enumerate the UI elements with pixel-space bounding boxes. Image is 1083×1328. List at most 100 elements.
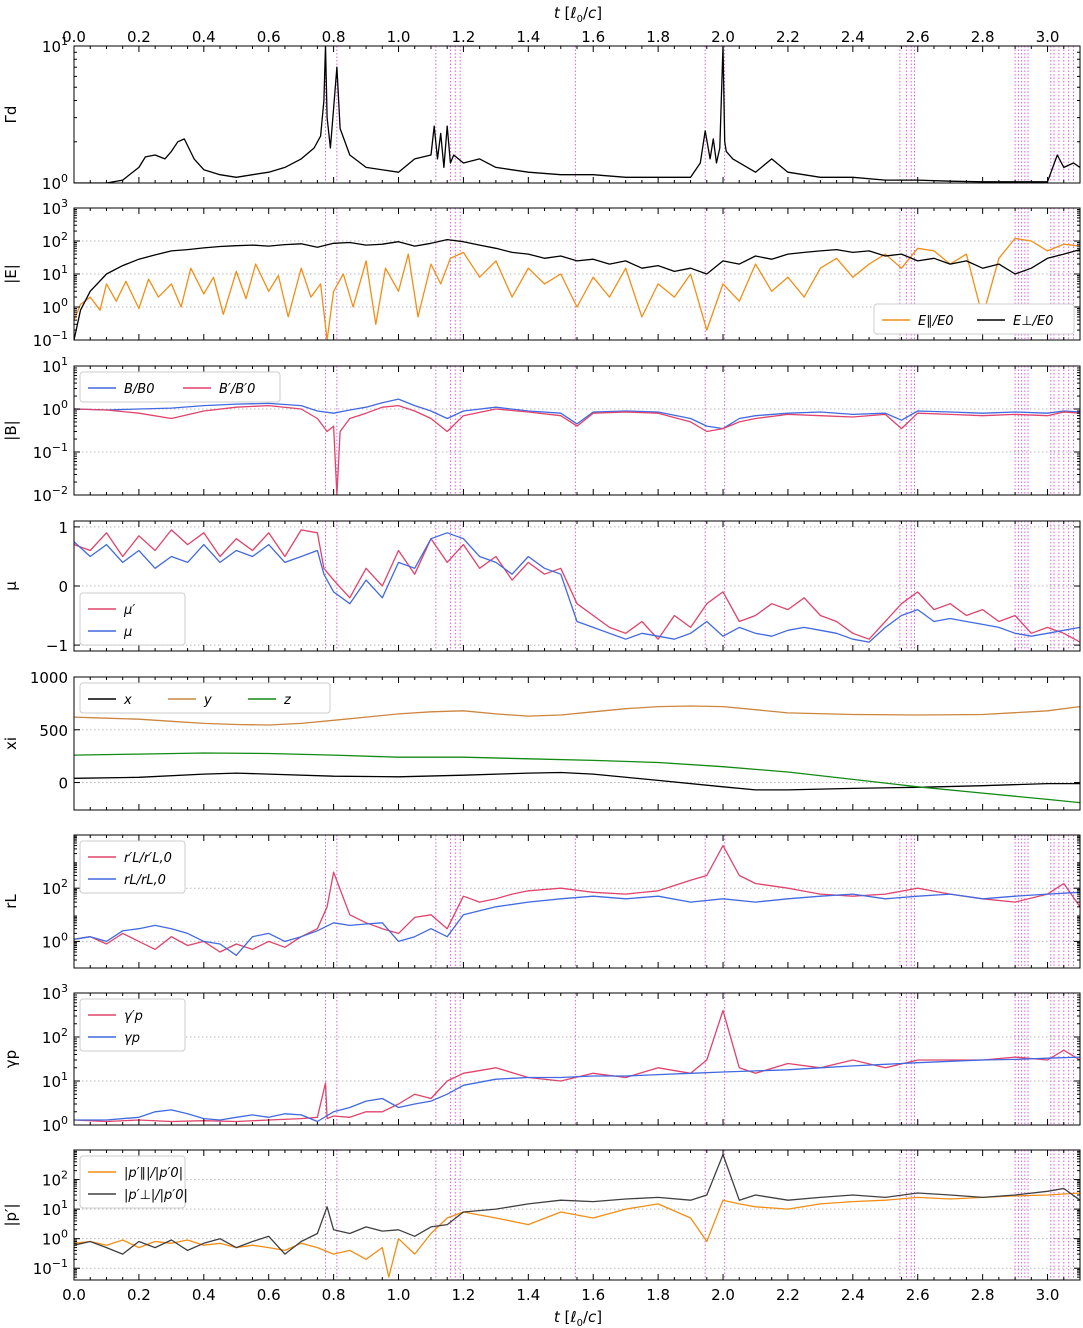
legend: x y z (79, 682, 331, 714)
y-axis-label: μ (2, 581, 20, 591)
y-axis-label: |B| (2, 420, 20, 440)
top-x-tick-label: 2.4 (841, 28, 865, 46)
top-x-tick-label: 2.2 (776, 28, 800, 46)
series-line-1 (74, 771, 1080, 791)
top-x-tick-label: 1.0 (387, 28, 411, 46)
y-tick-label: 100 (42, 930, 68, 951)
y-tick-label: 102 (42, 230, 68, 251)
bottom-x-tick-label: 0.6 (257, 1286, 281, 1304)
top-x-tick-label: 1.4 (516, 28, 540, 46)
series-line-2 (74, 1153, 1080, 1255)
y-tick-label: 101 (42, 35, 68, 56)
y-tick-label: 101 (42, 355, 68, 376)
bottom-x-tick-label: 1.8 (646, 1286, 670, 1304)
series-line-1 (74, 529, 1080, 643)
y-tick-label: 102 (42, 1026, 68, 1047)
legend-label: x (123, 693, 132, 708)
y-tick-label: 102 (42, 877, 68, 898)
top-x-tick-label: 0.8 (322, 28, 346, 46)
top-x-tick-label: 2.8 (971, 28, 995, 46)
series-line-2 (74, 532, 1080, 643)
legend-label: γp (124, 1031, 140, 1046)
panel-1: 100 101 Γd (2, 35, 1081, 193)
y-tick-label: 500 (39, 722, 68, 740)
series-line-1 (74, 398, 1080, 430)
panel-6: 100 102 rL r′L/r′L,0 rL/rL,0 (2, 834, 1081, 969)
top-x-tick-label: 1.2 (451, 28, 475, 46)
bottom-x-axis-label: t [ℓ0/c] (554, 1308, 602, 1328)
top-x-tick-label: 2.0 (711, 28, 735, 46)
panel-5: 0 500 1000 xi x y z (2, 669, 1081, 811)
legend-frame (79, 371, 281, 403)
y-tick-label: 0 (58, 578, 68, 596)
legend-label: z (283, 693, 292, 708)
series-line-2 (74, 891, 1080, 956)
legend: |p′∥|/|p′0| |p′⊥|/|p′0| (79, 1155, 188, 1209)
series-line-1 (74, 1192, 1080, 1278)
y-axis-label: Γd (2, 106, 20, 124)
bottom-x-tick-label: 1.4 (516, 1286, 540, 1304)
panel-7: 100 101 102 103 γp γ′p γp (2, 982, 1081, 1135)
legend-label: r′L/r′L,0 (124, 851, 172, 866)
panel-3: 10−2 10−1 100 101 |B| B/B0 B′/B′0 (2, 355, 1081, 505)
legend-label: rL/rL,0 (124, 873, 166, 888)
y-tick-label: 100 (42, 296, 68, 317)
legend-label: B/B0 (124, 382, 155, 397)
bottom-x-tick-label: 0.8 (322, 1286, 346, 1304)
series-line-1 (74, 237, 1080, 340)
bottom-x-tick-label: 2.4 (841, 1286, 865, 1304)
bottom-x-tick-label: 0.4 (192, 1286, 216, 1304)
top-x-tick-label: 1.8 (646, 28, 670, 46)
y-axis-label: γp (2, 1050, 20, 1068)
series-line-1 (74, 46, 1080, 183)
y-tick-label: 101 (42, 1070, 68, 1091)
y-tick-label: 1000 (30, 669, 68, 687)
legend-label: μ (123, 625, 132, 640)
series-line-2 (74, 404, 1080, 495)
y-axis-label: rL (2, 894, 20, 909)
series-line-1 (74, 1009, 1080, 1123)
series-line-2 (74, 238, 1080, 340)
bottom-x-tick-label: 2.8 (971, 1286, 995, 1304)
bottom-x-tick-label: 2.6 (906, 1286, 930, 1304)
legend-label: γ′p (124, 1009, 143, 1024)
top-x-tick-label: 0.4 (192, 28, 216, 46)
axes-frame (73, 992, 1081, 1126)
legend-label: |p′⊥|/|p′0| (124, 1188, 188, 1203)
y-tick-label: 100 (42, 172, 68, 193)
bottom-x-tick-label: 1.6 (581, 1286, 605, 1304)
legend-frame (79, 682, 331, 714)
top-x-tick-label: 1.6 (581, 28, 605, 46)
legend-label: |p′∥|/|p′0| (124, 1166, 183, 1181)
legend-frame (873, 303, 1075, 335)
legend-frame (79, 840, 186, 894)
bottom-x-tick-label: 1.0 (387, 1286, 411, 1304)
panel-8: 10−1 100 101 102 |p′| |p′∥|/|p′0| |p′⊥|/|p′0| (2, 1149, 1081, 1281)
bottom-x-tick-label: 1.2 (451, 1286, 475, 1304)
legend-label: y (203, 693, 212, 708)
top-x-tick-label: 3.0 (1036, 28, 1060, 46)
top-x-tick-label: 0.6 (257, 28, 281, 46)
legend-label: μ′ (123, 603, 135, 618)
legend-label: B′/B′0 (219, 382, 255, 397)
legend: E∥/E0 E⊥/E0 (873, 303, 1075, 335)
y-tick-label: 103 (42, 982, 68, 1003)
y-tick-label: 10−1 (33, 441, 68, 462)
top-x-tick-label: 2.6 (906, 28, 930, 46)
series-line-1 (74, 844, 1080, 953)
y-tick-label: 101 (42, 1198, 68, 1219)
y-axis-label: |p′| (2, 1203, 20, 1226)
y-tick-label: 10−1 (33, 1257, 68, 1278)
series-line-2 (74, 1056, 1080, 1123)
legend-frame (79, 1155, 186, 1209)
y-tick-label: −1 (46, 637, 68, 655)
legend: r′L/r′L,0 rL/rL,0 (79, 840, 186, 894)
bottom-x-tick-label: 3.0 (1036, 1286, 1060, 1304)
top-x-tick-label: 0.2 (127, 28, 151, 46)
axes-frame (73, 45, 1081, 184)
bottom-x-tick-label: 2.2 (776, 1286, 800, 1304)
y-tick-label: 100 (42, 398, 68, 419)
axes-frame (73, 520, 1081, 652)
y-tick-label: 10−1 (33, 329, 68, 350)
